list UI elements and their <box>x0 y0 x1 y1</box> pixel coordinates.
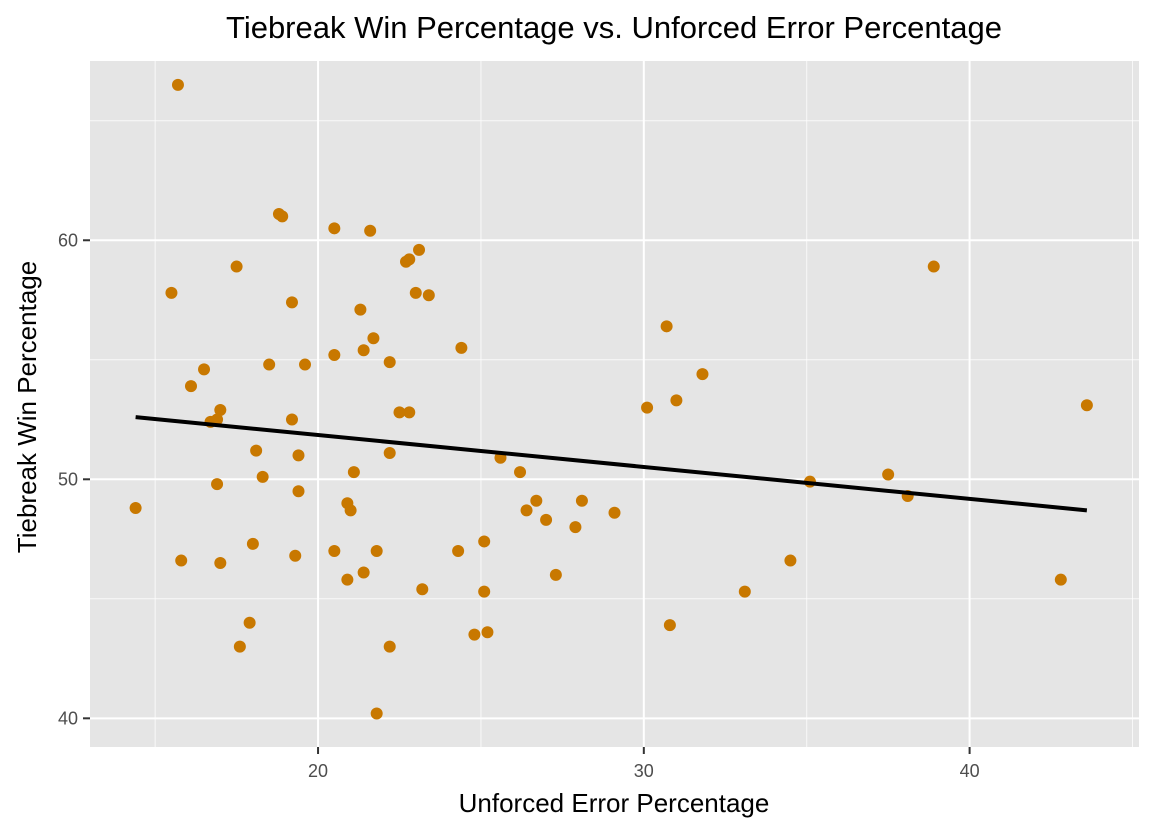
data-point <box>403 253 416 266</box>
data-point <box>175 554 188 567</box>
data-point <box>540 513 553 526</box>
data-point <box>670 394 683 407</box>
data-point <box>263 358 276 371</box>
data-point <box>214 556 227 569</box>
data-point <box>413 243 426 256</box>
data-point <box>549 568 562 581</box>
data-point <box>292 449 305 462</box>
data-point <box>455 341 468 354</box>
data-point <box>246 537 259 550</box>
x-axis-label: Unforced Error Percentage <box>459 788 770 818</box>
data-point <box>211 413 224 426</box>
data-point <box>1080 399 1093 412</box>
data-point <box>641 401 654 414</box>
data-point <box>383 447 396 459</box>
data-point <box>165 286 178 299</box>
data-point <box>171 78 184 91</box>
data-point <box>569 521 582 534</box>
data-point <box>514 466 527 479</box>
axis-ticks: 20 30 40 40 50 60 <box>58 230 980 781</box>
data-point <box>328 222 341 235</box>
data-point <box>478 585 491 598</box>
data-point <box>250 444 263 457</box>
data-point <box>276 210 289 223</box>
trend-line <box>135 415 1088 513</box>
data-point <box>328 349 341 361</box>
data-point <box>608 506 621 519</box>
plot-panel <box>90 61 1139 747</box>
data-points <box>129 78 1093 720</box>
data-point <box>784 554 797 567</box>
data-point <box>285 296 298 309</box>
data-point <box>530 494 543 507</box>
data-point <box>129 501 142 514</box>
data-point <box>478 535 491 548</box>
x-tick-label: 40 <box>960 761 980 781</box>
data-point <box>354 303 367 316</box>
data-point <box>383 356 396 369</box>
data-point <box>409 286 422 299</box>
data-point <box>357 344 370 357</box>
data-point <box>233 640 246 653</box>
data-point <box>882 468 895 481</box>
data-point <box>575 494 588 507</box>
data-point <box>341 573 354 586</box>
data-point <box>328 545 341 557</box>
data-point <box>214 403 227 416</box>
data-point <box>738 585 751 598</box>
data-point <box>1054 573 1067 586</box>
data-point <box>230 260 243 273</box>
data-point <box>663 619 676 632</box>
data-point <box>347 466 360 479</box>
data-point <box>393 406 406 419</box>
data-point <box>357 566 370 579</box>
data-point <box>927 260 940 273</box>
data-point <box>383 640 396 653</box>
data-point <box>256 470 269 483</box>
data-point <box>367 332 380 345</box>
data-point <box>370 707 383 720</box>
data-point <box>184 380 197 393</box>
data-point <box>211 478 224 491</box>
chart-title: Tiebreak Win Percentage vs. Unforced Err… <box>226 10 1002 45</box>
data-point <box>452 545 465 557</box>
data-point <box>370 545 383 557</box>
data-point <box>285 413 298 426</box>
data-point <box>292 485 305 498</box>
data-point <box>422 289 435 302</box>
x-tick-label: 30 <box>634 761 654 781</box>
data-point <box>364 224 377 237</box>
data-point <box>198 363 211 376</box>
data-point <box>696 368 709 381</box>
data-point <box>481 626 494 639</box>
data-point <box>299 358 312 371</box>
data-point <box>344 504 357 517</box>
y-tick-label: 40 <box>58 708 78 728</box>
data-point <box>289 549 302 562</box>
data-point <box>660 320 673 333</box>
data-point <box>520 504 533 517</box>
y-tick-label: 60 <box>58 230 78 250</box>
y-tick-label: 50 <box>58 469 78 489</box>
data-point <box>403 406 416 419</box>
data-point <box>243 616 256 629</box>
y-axis-label: Tiebreak Win Percentage <box>12 261 42 553</box>
data-point <box>416 583 429 596</box>
data-point <box>468 628 481 641</box>
x-tick-label: 20 <box>308 761 328 781</box>
